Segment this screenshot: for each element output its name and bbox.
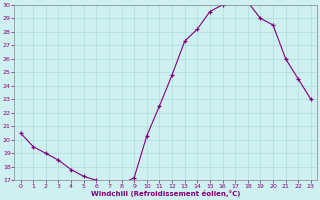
X-axis label: Windchill (Refroidissement éolien,°C): Windchill (Refroidissement éolien,°C) [91,190,240,197]
